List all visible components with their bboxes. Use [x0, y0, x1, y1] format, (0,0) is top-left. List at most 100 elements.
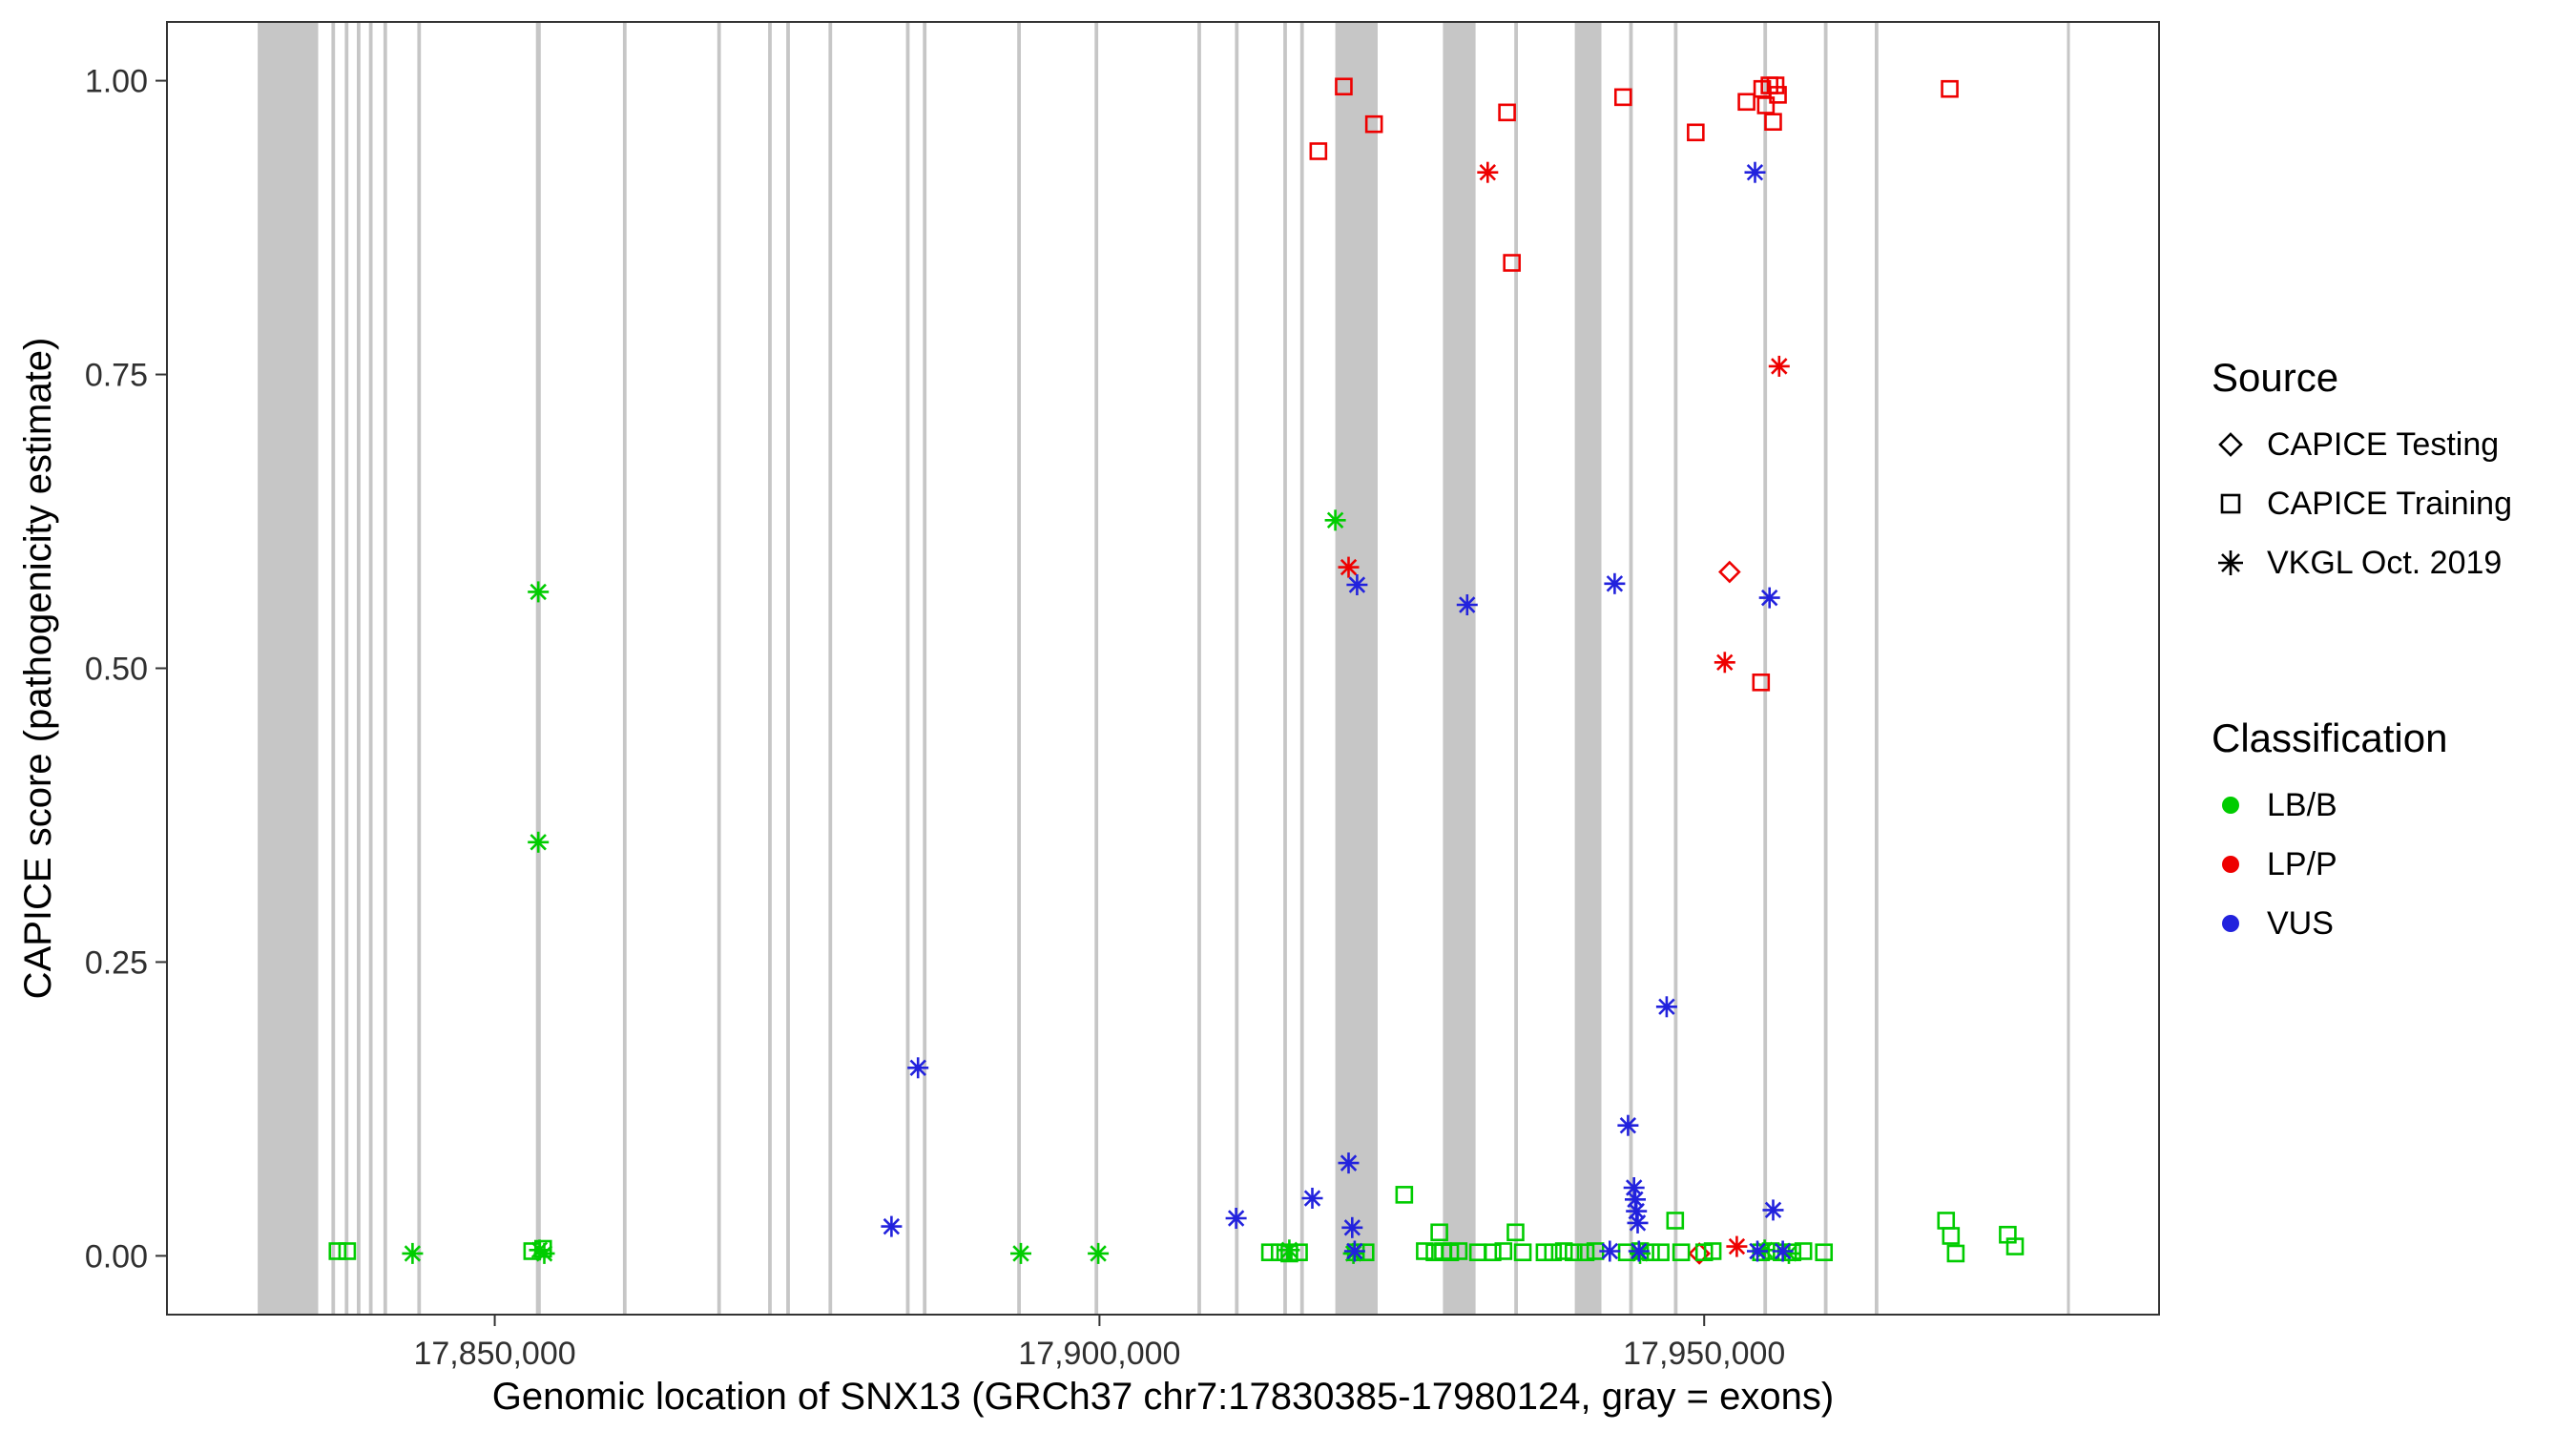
data-point-square: [1554, 1242, 1573, 1260]
data-point-asterisk: [402, 1242, 424, 1264]
legend-source-title: Source: [2212, 355, 2339, 400]
data-point-square: [1941, 79, 1959, 98]
legend-item-label: VKGL Oct. 2019: [2267, 544, 2503, 581]
data-point-asterisk: [1744, 161, 1766, 183]
legend-item-label: VUS: [2267, 904, 2334, 942]
data-point-square: [1395, 1186, 1414, 1204]
data-point-asterisk: [1628, 1240, 1650, 1262]
data-point-square: [1737, 93, 1755, 112]
data-point-asterisk: [1477, 161, 1499, 183]
data-point-asterisk: [1772, 1240, 1794, 1262]
data-point-square: [2005, 1237, 2025, 1255]
exon-bar: [717, 22, 721, 1315]
data-point-square: [1498, 103, 1516, 122]
data-point-square: [1764, 113, 1782, 132]
data-point-asterisk: [1338, 1152, 1360, 1174]
y-axis-title: CAPICE score (pathogenicity estimate): [17, 337, 59, 1000]
legend-item-label: LP/P: [2267, 845, 2337, 882]
data-point-asterisk: [1225, 1208, 1247, 1229]
legend-item-capice-testing: CAPICE Testing: [2212, 425, 2512, 464]
exon-bar: [1335, 22, 1378, 1315]
y-tick-label: 0.75: [85, 358, 148, 394]
panel-border: [166, 21, 2160, 1316]
data-point-asterisk: [1655, 996, 1677, 1018]
data-point-square: [1794, 1242, 1813, 1260]
exon-bar: [1875, 22, 1879, 1315]
data-point-square: [1613, 88, 1632, 107]
data-point-square: [1364, 114, 1383, 134]
y-tick-label: 0.25: [85, 944, 148, 981]
data-point-asterisk: [528, 581, 550, 603]
exon-bar: [535, 22, 541, 1315]
y-tick-label: 1.00: [85, 64, 148, 100]
exon-bar: [786, 22, 790, 1315]
data-point-square: [1513, 1243, 1532, 1262]
data-point-asterisk: [528, 831, 550, 853]
data-point-square: [1544, 1243, 1563, 1262]
exon-bar: [331, 22, 336, 1315]
exon-bar: [2067, 22, 2070, 1315]
data-point-asterisk: [1604, 572, 1626, 594]
data-point-square: [1766, 76, 1785, 94]
data-point-square: [1942, 1227, 1961, 1245]
data-point-square: [1260, 1243, 1279, 1262]
legend-item-label: CAPICE Training: [2267, 485, 2512, 522]
legend-item-label: LB/B: [2267, 786, 2337, 823]
exon-bar: [1629, 22, 1633, 1315]
data-point-asterisk: [1341, 1216, 1363, 1238]
data-point-square: [523, 1242, 542, 1260]
legend-classification-title: Classification: [2212, 716, 2448, 760]
data-point-square: [1703, 1242, 1722, 1260]
data-point-square: [1565, 1243, 1583, 1262]
data-point-asterisk: [1768, 355, 1790, 377]
x-tick-label: 17,900,000: [1018, 1336, 1180, 1372]
exon-bar: [1514, 22, 1518, 1315]
data-point-square: [1576, 1243, 1595, 1262]
y-tick-label: 0.00: [85, 1238, 148, 1275]
exon-bar: [622, 22, 627, 1315]
exon-bar: [1574, 22, 1602, 1315]
data-point-square: [1687, 123, 1705, 142]
exon-bar: [923, 22, 927, 1315]
legend-item-capice-training: CAPICE Training: [2212, 485, 2512, 523]
exon-bar: [1197, 22, 1201, 1315]
data-point-square: [338, 1242, 357, 1260]
data-point-asterisk: [1627, 1212, 1649, 1234]
data-point-asterisk: [1599, 1240, 1621, 1262]
data-point-square: [1484, 1243, 1502, 1262]
data-point-asterisk: [1714, 652, 1735, 674]
data-point-square: [1815, 1243, 1834, 1262]
data-point-square: [1652, 1243, 1670, 1262]
data-point-asterisk: [1338, 556, 1360, 578]
data-point-square: [1449, 1242, 1468, 1260]
exon-bar: [1673, 22, 1678, 1315]
data-point-square: [1769, 86, 1787, 104]
x-tick-label: 17,950,000: [1623, 1336, 1785, 1372]
x-axis-title: Genomic location of SNX13 (GRCh37 chr7:1…: [491, 1376, 1835, 1418]
exon-bar: [828, 22, 833, 1315]
data-point-asterisk: [881, 1215, 903, 1237]
legend-item-lbb: LB/B: [2212, 786, 2512, 824]
exon-bar: [1094, 22, 1099, 1315]
data-point-square: [1494, 1242, 1513, 1260]
data-point-asterisk: [1346, 574, 1368, 595]
exon-bar: [1299, 22, 1304, 1315]
data-point-square: [1280, 1244, 1298, 1263]
exon-bar: [1763, 22, 1768, 1315]
exon-bar: [258, 22, 319, 1315]
data-point-asterisk: [1324, 509, 1346, 531]
data-point-diamond: [1718, 560, 1741, 584]
legend-item-label: CAPICE Testing: [2267, 425, 2500, 463]
exon-bar: [357, 22, 361, 1315]
data-point-asterisk: [1726, 1235, 1748, 1257]
data-point-asterisk: [1343, 1240, 1365, 1262]
data-point-asterisk: [907, 1057, 929, 1079]
square-icon: [2220, 493, 2241, 514]
data-point-asterisk: [1088, 1242, 1110, 1264]
exon-bar: [768, 22, 772, 1315]
exon-bar: [1443, 22, 1476, 1315]
exon-bar: [1017, 22, 1021, 1315]
data-point-square: [1672, 1243, 1691, 1262]
